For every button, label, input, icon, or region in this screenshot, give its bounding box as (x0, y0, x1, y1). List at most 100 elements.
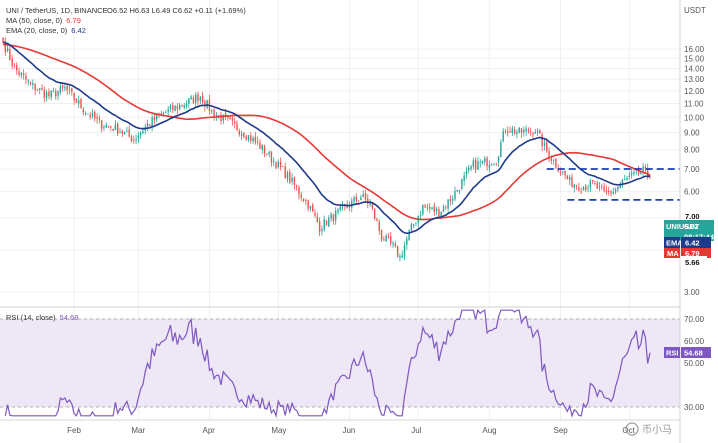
svg-text:MA: MA (667, 249, 679, 258)
candle (442, 204, 445, 213)
candle (435, 206, 438, 216)
watermark-logo: 币小马 (625, 422, 672, 436)
candle (38, 88, 41, 95)
candle (614, 187, 617, 195)
price-tick-label: 10.00 (684, 113, 705, 122)
candle (146, 119, 149, 132)
candle (380, 229, 383, 242)
candle (52, 87, 55, 93)
candle (465, 166, 468, 180)
price-tick-label: 13.00 (684, 75, 705, 84)
upper-level-tag: 7.00 (681, 210, 707, 221)
price-tick-label: 15.00 (684, 54, 705, 63)
candle (433, 202, 436, 216)
candle (247, 134, 250, 143)
svg-text:6.79: 6.79 (685, 249, 700, 258)
candle (43, 86, 46, 103)
ema20-line (2, 41, 651, 235)
candle (447, 199, 449, 213)
ma-tag: MA 6.79 (664, 248, 711, 258)
svg-text:54.68: 54.68 (684, 349, 703, 358)
candle (518, 127, 520, 134)
candle (73, 92, 75, 105)
candle (330, 212, 332, 222)
candle (71, 87, 73, 96)
candle (112, 128, 114, 131)
price-axis[interactable]: 3.004.005.006.007.008.009.0010.0011.0012… (684, 45, 705, 297)
candle (240, 130, 243, 140)
ema-tag: EMA 6.42 (664, 237, 711, 248)
candle (532, 131, 534, 139)
candle (312, 202, 314, 213)
candle (117, 122, 119, 137)
candle (431, 207, 433, 211)
rsi-axis[interactable]: 30.00 50.00 60.00 70.00 (684, 315, 705, 412)
candle (13, 62, 16, 69)
candle (174, 104, 176, 112)
candle (568, 174, 571, 186)
candle (449, 195, 452, 206)
candle (201, 91, 204, 106)
candle (383, 236, 385, 242)
candle (119, 128, 121, 133)
candle (580, 187, 582, 194)
candle (195, 91, 197, 107)
candle (598, 181, 601, 192)
candle (309, 205, 312, 212)
candle (254, 131, 257, 145)
candle (642, 162, 644, 177)
candle (50, 90, 52, 101)
candle (353, 195, 355, 205)
candle (165, 110, 167, 114)
candle (520, 128, 523, 138)
rsi-band (0, 319, 680, 407)
time-tick-label: Feb (67, 426, 81, 435)
candle (87, 113, 89, 115)
candle (213, 108, 215, 121)
candle (536, 128, 539, 136)
candle (516, 129, 518, 139)
candle (133, 135, 135, 144)
candle (293, 176, 296, 190)
time-tick-label: Oct (622, 426, 635, 435)
candle (410, 222, 413, 232)
candle (390, 231, 392, 247)
rsi-line (4, 308, 651, 419)
candle (626, 176, 628, 181)
candle (458, 189, 461, 195)
candle (110, 125, 112, 132)
candle (362, 189, 364, 198)
price-tick-label: 3.00 (684, 288, 700, 297)
candle (364, 189, 367, 203)
rsi-tag: RSI 54.68 (664, 347, 711, 358)
candle (509, 126, 511, 133)
candle (468, 164, 470, 174)
candle (135, 134, 137, 145)
candle (121, 129, 124, 138)
candle (396, 245, 399, 258)
time-axis[interactable]: Feb Mar Apr May Jun Jul Aug Sep Oct (67, 426, 635, 435)
ema-legend: EMA (20, close, 0) 6.42 (6, 26, 86, 35)
candle (20, 72, 23, 79)
candle (603, 182, 605, 193)
candle (34, 82, 36, 96)
candle (493, 163, 495, 166)
candle (367, 193, 369, 209)
candle (607, 186, 610, 196)
candle (9, 45, 11, 61)
candle (610, 190, 612, 197)
candle (578, 182, 580, 192)
candle (273, 157, 275, 167)
candle (646, 163, 649, 180)
candle (236, 120, 238, 132)
svg-text:UNIUSDT: UNIUSDT (666, 222, 700, 231)
candle (45, 89, 48, 102)
candle (394, 241, 397, 248)
price-tick-label: 7.00 (684, 165, 700, 174)
candle (456, 189, 458, 192)
candle (82, 106, 85, 116)
candle (346, 200, 348, 209)
candle (305, 198, 307, 206)
candle (575, 184, 578, 190)
